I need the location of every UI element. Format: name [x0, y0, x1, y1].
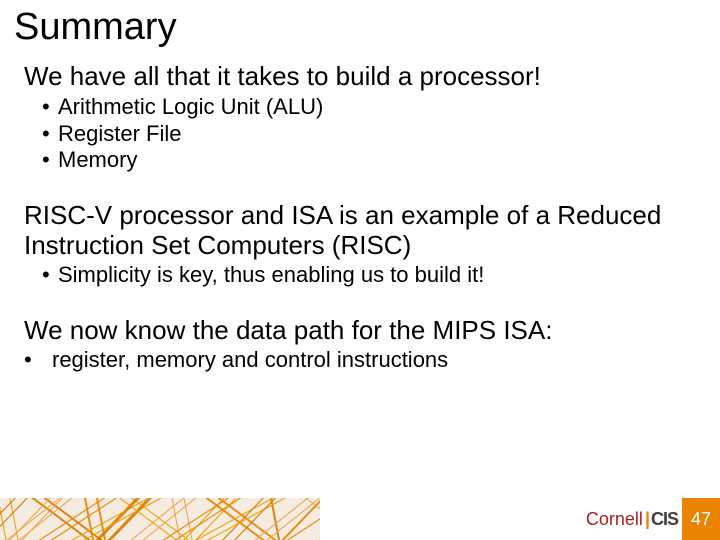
crosshatch-icon — [0, 498, 320, 540]
bullet-item: Arithmetic Logic Unit (ALU) — [42, 94, 696, 121]
slide: Summary We have all that it takes to bui… — [0, 0, 720, 540]
bullet-item: register, memory and control instruction… — [24, 347, 696, 374]
block2-lead: RISC-V processor and ISA is an example o… — [24, 200, 696, 260]
footer-right: Cornell | CIS 47 — [586, 498, 720, 540]
block3-lead: We now know the data path for the MIPS I… — [24, 315, 696, 345]
footer: Cornell | CIS 47 — [0, 498, 720, 540]
block1-bullets: Arithmetic Logic Unit (ALU) Register Fil… — [24, 94, 696, 174]
block1-lead: We have all that it takes to build a pro… — [24, 61, 696, 92]
page-number-badge: 47 — [682, 498, 720, 540]
footer-art — [0, 498, 320, 540]
brand-cornell-text: Cornell — [586, 509, 643, 530]
block2-bullets: Simplicity is key, thus enabling us to b… — [24, 262, 696, 289]
brand-bar-icon: | — [645, 509, 650, 530]
brand-logo: Cornell | CIS — [586, 509, 678, 530]
bullet-item: Memory — [42, 147, 696, 174]
bullet-item: Register File — [42, 121, 696, 148]
slide-content: We have all that it takes to build a pro… — [0, 49, 720, 374]
brand-cis-text: CIS — [651, 509, 678, 530]
page-number: 47 — [691, 509, 711, 530]
bullet-item: Simplicity is key, thus enabling us to b… — [42, 262, 696, 289]
slide-title: Summary — [0, 0, 720, 49]
block3-bullets: register, memory and control instruction… — [24, 347, 696, 374]
